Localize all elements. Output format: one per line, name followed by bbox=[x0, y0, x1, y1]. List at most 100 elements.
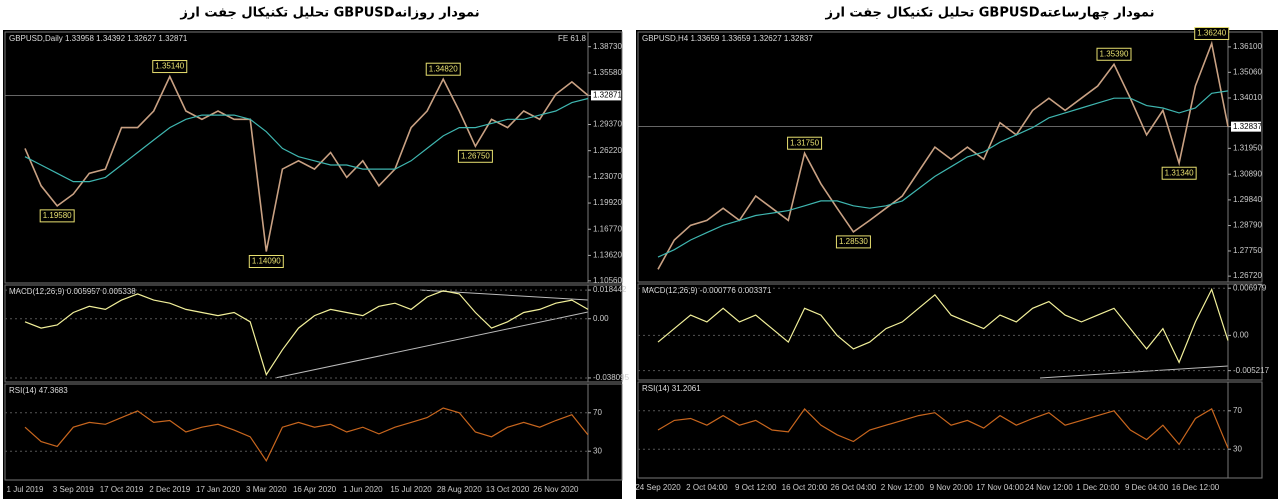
y-tick-label: 1.27750 bbox=[1233, 246, 1262, 255]
y-tick-label: 0.018442 bbox=[593, 285, 627, 294]
trend-line bbox=[274, 311, 589, 379]
y-tick-label: 0.006979 bbox=[1233, 283, 1267, 292]
x-tick-label: 2 Oct 04:00 bbox=[686, 483, 728, 492]
value-label-box bbox=[248, 255, 284, 269]
pane-frame bbox=[637, 283, 1263, 381]
pane-frame bbox=[4, 284, 623, 383]
pane-frame bbox=[4, 383, 623, 481]
value-label: 1.31750 bbox=[790, 138, 819, 147]
y-tick-label: -0.038095 bbox=[593, 373, 630, 382]
trend-line bbox=[1039, 365, 1229, 379]
series-line bbox=[24, 407, 589, 463]
series-line bbox=[657, 40, 1229, 270]
y-tick-label: 1.19920 bbox=[593, 198, 622, 207]
pane-title: MACD(12,26,9) 0.005957 0.005338 bbox=[9, 287, 136, 296]
x-tick-label: 2 Dec 2019 bbox=[149, 485, 190, 494]
x-tick-label: 17 Nov 04:00 bbox=[976, 483, 1024, 492]
y-tick-label: 1.23070 bbox=[593, 172, 622, 181]
y-tick-label: 70 bbox=[593, 408, 602, 417]
pane-title: GBPUSD,Daily 1.33958 1.34392 1.32627 1.3… bbox=[9, 34, 188, 43]
series-line bbox=[657, 287, 1229, 364]
series-line bbox=[24, 74, 589, 252]
y-tick-label: 0.00 bbox=[593, 314, 609, 323]
y-tick-label: 1.30890 bbox=[1233, 169, 1262, 178]
x-tick-label: 16 Apr 2020 bbox=[293, 485, 337, 494]
current-price-box bbox=[591, 90, 621, 101]
value-label-box bbox=[39, 209, 75, 223]
x-tick-label: 9 Nov 20:00 bbox=[930, 483, 974, 492]
x-tick-label: 26 Oct 04:00 bbox=[831, 483, 877, 492]
y-tick-label: 1.29370 bbox=[593, 120, 622, 129]
value-label: 1.35390 bbox=[1100, 49, 1129, 58]
x-tick-label: 9 Dec 04:00 bbox=[1125, 483, 1169, 492]
value-label-box bbox=[835, 235, 871, 249]
y-tick-label: 70 bbox=[1233, 406, 1242, 415]
y-tick-label: 1.31950 bbox=[1233, 143, 1262, 152]
y-tick-label: -0.005217 bbox=[1233, 366, 1270, 375]
x-tick-label: 16 Dec 12:00 bbox=[1172, 483, 1220, 492]
chart-title: تحلیل تکنیکال جفت ارز GBPUSDنمودار چهارس… bbox=[824, 6, 1154, 21]
x-tick-label: 24 Nov 12:00 bbox=[1025, 483, 1073, 492]
pane-title: RSI(14) 31.2061 bbox=[642, 384, 701, 393]
y-tick-label: 1.16770 bbox=[593, 224, 622, 233]
value-label-box bbox=[787, 136, 823, 150]
x-tick-label: 16 Oct 20:00 bbox=[782, 483, 828, 492]
series-line bbox=[657, 407, 1229, 449]
value-label-box bbox=[1161, 166, 1197, 180]
value-label-box bbox=[1096, 47, 1132, 61]
x-tick-label: 1 Dec 20:00 bbox=[1076, 483, 1120, 492]
x-tick-label: 1 Jun 2020 bbox=[343, 485, 383, 494]
y-tick-label: 1.29840 bbox=[1233, 195, 1262, 204]
y-tick-label: 1.34010 bbox=[1233, 93, 1262, 102]
x-tick-label: 3 Sep 2019 bbox=[53, 485, 94, 494]
value-label: 1.14090 bbox=[252, 257, 281, 266]
x-tick-label: 9 Oct 12:00 bbox=[735, 483, 777, 492]
x-tick-label: 26 Nov 2020 bbox=[533, 485, 579, 494]
y-tick-label: 30 bbox=[593, 446, 602, 455]
series-line bbox=[24, 290, 589, 377]
value-label: 1.26750 bbox=[461, 151, 490, 160]
y-tick-label: 1.26220 bbox=[593, 146, 622, 155]
series-line bbox=[24, 97, 589, 183]
x-tick-label: 17 Jan 2020 bbox=[196, 485, 241, 494]
x-tick-label: 1 Jul 2019 bbox=[7, 485, 44, 494]
value-label-box bbox=[457, 149, 493, 163]
value-label: 1.19580 bbox=[43, 211, 72, 220]
value-label: 1.31340 bbox=[1165, 168, 1194, 177]
x-tick-label: 3 Mar 2020 bbox=[246, 485, 287, 494]
current-price-box bbox=[1231, 121, 1261, 132]
y-tick-label: 0.00 bbox=[1233, 330, 1249, 339]
value-label: 1.36240 bbox=[1197, 29, 1226, 38]
pane-title: MACD(12,26,9) -0.000776 0.003371 bbox=[642, 286, 772, 295]
pane-title: RSI(14) 47.3683 bbox=[9, 386, 68, 395]
series-line bbox=[657, 90, 1229, 258]
y-tick-label: 1.28790 bbox=[1233, 221, 1262, 230]
value-label: 1.35140 bbox=[155, 62, 184, 71]
pane-frame bbox=[637, 381, 1263, 479]
x-tick-label: 2 Nov 12:00 bbox=[881, 483, 925, 492]
x-tick-label: 13 Oct 2020 bbox=[486, 485, 530, 494]
x-tick-label: 17 Oct 2019 bbox=[100, 485, 144, 494]
value-label: 1.34820 bbox=[429, 64, 458, 73]
y-tick-label: 1.13620 bbox=[593, 251, 622, 260]
x-tick-label: 15 Jul 2020 bbox=[390, 485, 432, 494]
pane-frame bbox=[4, 31, 623, 284]
x-tick-label: 28 Aug 2020 bbox=[437, 485, 482, 494]
y-tick-label: 1.35060 bbox=[1233, 67, 1262, 76]
y-tick-label: 30 bbox=[1233, 444, 1242, 453]
panel-bg bbox=[636, 30, 1278, 499]
y-tick-label: 1.36100 bbox=[1233, 42, 1262, 51]
y-tick-label: 1.32871 bbox=[593, 91, 622, 100]
pane-title: GBPUSD,H4 1.33659 1.33659 1.32627 1.3283… bbox=[642, 34, 813, 43]
pane-frame bbox=[637, 31, 1263, 283]
y-tick-label: 1.35580 bbox=[593, 68, 622, 77]
y-tick-label: 1.10560 bbox=[593, 276, 622, 285]
chart-title: تحلیل تکنیکال جفت ارز GBPUSDنمودار روزان… bbox=[179, 6, 479, 21]
y-tick-label: 1.38730 bbox=[593, 42, 622, 51]
y-tick-label: 1.26720 bbox=[1233, 271, 1262, 280]
value-label-box bbox=[152, 60, 188, 74]
value-label-box bbox=[1194, 26, 1230, 40]
annotation: FE 61.8 bbox=[558, 34, 587, 43]
